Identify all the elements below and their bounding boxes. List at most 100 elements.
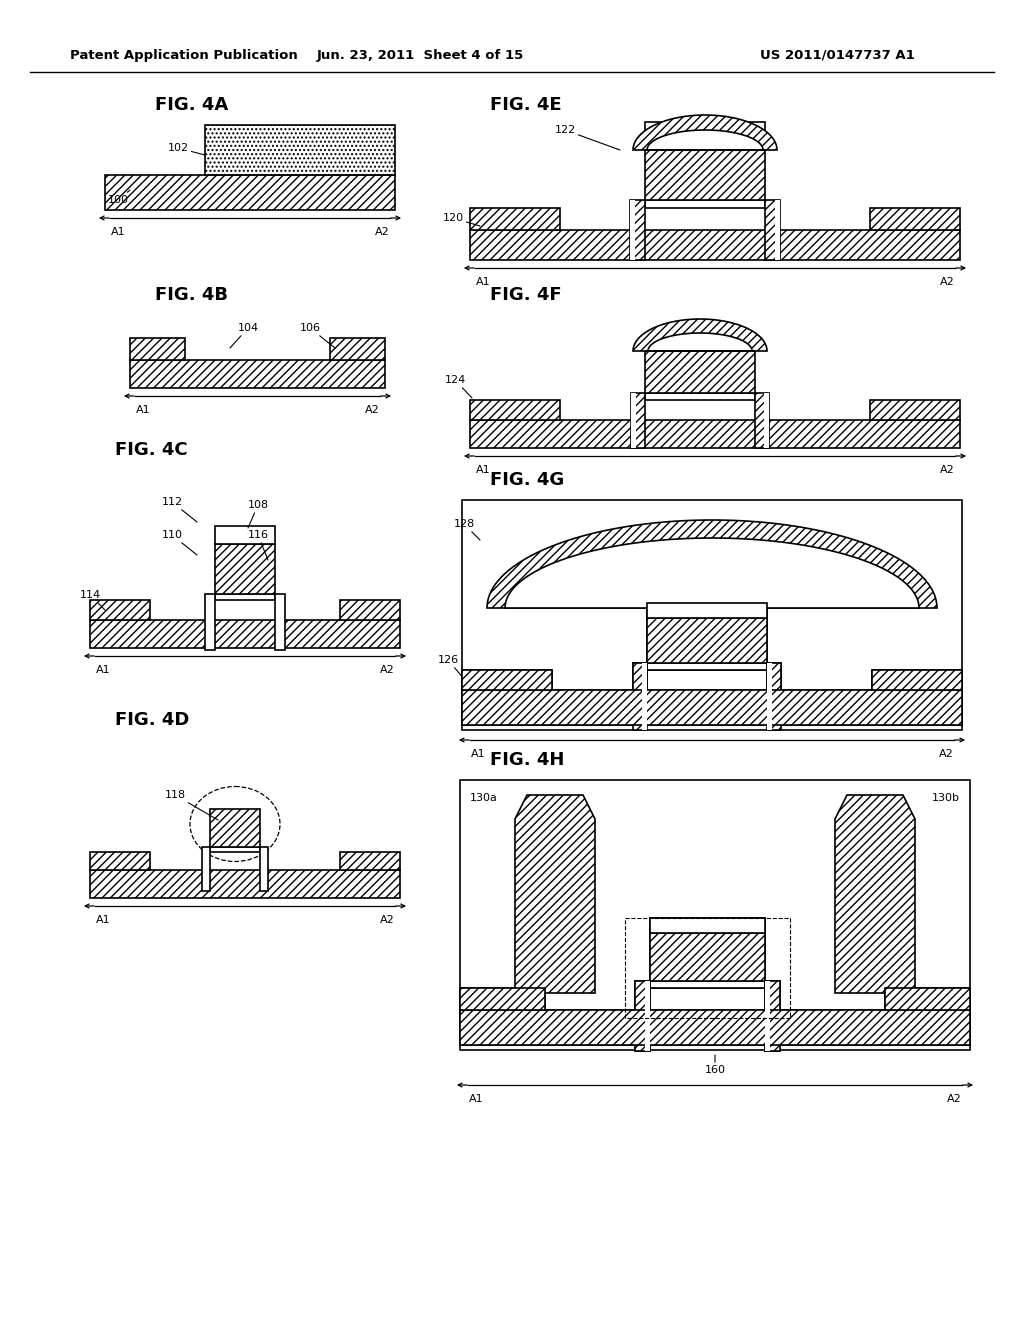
Text: 160: 160 [705, 1055, 725, 1074]
Bar [631, 393, 636, 447]
Text: FIG. 4E: FIG. 4E [490, 96, 561, 114]
Bar [460, 987, 545, 1010]
Bar [215, 594, 275, 601]
Bar [90, 601, 150, 620]
Polygon shape [645, 333, 755, 351]
Text: A1: A1 [136, 405, 151, 414]
Text: A2: A2 [946, 1094, 962, 1104]
Bar [202, 847, 210, 891]
Text: A2: A2 [365, 405, 379, 414]
Text: 100: 100 [108, 190, 130, 205]
Polygon shape [505, 539, 919, 609]
Bar [210, 809, 260, 847]
Bar [90, 870, 400, 898]
Bar [645, 981, 650, 1051]
Bar [462, 690, 962, 725]
Bar [650, 933, 765, 981]
Text: A2: A2 [940, 277, 954, 286]
Bar [765, 981, 780, 1051]
Text: FIG. 4C: FIG. 4C [115, 441, 187, 459]
Bar [635, 981, 650, 1051]
Text: 106: 106 [299, 323, 335, 348]
Text: A1: A1 [469, 1094, 483, 1104]
Text: FIG. 4B: FIG. 4B [155, 286, 228, 304]
Text: A1: A1 [471, 748, 485, 759]
Bar [647, 603, 767, 618]
Bar [462, 671, 552, 690]
Bar [130, 360, 385, 388]
Bar [647, 663, 767, 671]
Bar [647, 618, 767, 663]
Bar [765, 201, 780, 260]
Text: FIG. 4G: FIG. 4G [490, 471, 564, 488]
Bar [765, 981, 780, 1051]
Bar [210, 847, 260, 851]
Text: FIG. 4F: FIG. 4F [490, 286, 561, 304]
Bar [330, 338, 385, 360]
Text: FIG. 4A: FIG. 4A [155, 96, 228, 114]
Bar [872, 671, 962, 690]
Text: 118: 118 [165, 789, 218, 820]
Bar [765, 981, 770, 1051]
Bar [470, 420, 961, 447]
Text: US 2011/0147737 A1: US 2011/0147737 A1 [760, 49, 914, 62]
Text: A1: A1 [111, 227, 125, 238]
Bar [630, 201, 635, 260]
Text: 124: 124 [444, 375, 472, 399]
Bar [90, 851, 150, 870]
Bar [130, 338, 185, 360]
Text: 130a: 130a [470, 793, 498, 803]
Bar [642, 663, 647, 730]
Text: FIG. 4H: FIG. 4H [490, 751, 564, 770]
Polygon shape [645, 129, 765, 150]
Text: Jun. 23, 2011  Sheet 4 of 15: Jun. 23, 2011 Sheet 4 of 15 [316, 49, 523, 62]
Bar [105, 176, 395, 210]
Bar [645, 393, 755, 400]
Bar [645, 150, 765, 201]
Bar [260, 847, 268, 891]
Bar [650, 981, 765, 987]
Text: A1: A1 [95, 915, 111, 925]
Bar [460, 987, 545, 1010]
Bar [205, 125, 395, 176]
Bar [885, 987, 970, 1010]
Text: 110: 110 [162, 531, 197, 554]
Bar [870, 400, 961, 420]
Polygon shape [835, 795, 915, 993]
Bar [205, 594, 215, 649]
Bar [645, 351, 755, 393]
Bar [215, 544, 275, 594]
Bar [647, 663, 767, 671]
Text: 114: 114 [80, 590, 105, 610]
Bar [462, 500, 962, 730]
Bar [767, 663, 781, 723]
Bar [647, 618, 767, 663]
Bar [633, 663, 647, 730]
Text: 108: 108 [248, 500, 268, 528]
Bar [633, 663, 638, 723]
Bar [767, 663, 772, 730]
Bar [460, 1010, 970, 1045]
Polygon shape [515, 795, 595, 993]
Bar [647, 603, 767, 618]
Bar [340, 851, 400, 870]
Bar [631, 393, 645, 447]
Text: 102: 102 [168, 143, 205, 154]
Bar [215, 525, 275, 544]
Text: 128: 128 [454, 519, 480, 540]
Bar [460, 1010, 970, 1045]
Text: Patent Application Publication: Patent Application Publication [70, 49, 298, 62]
Bar [470, 230, 961, 260]
Bar [767, 663, 781, 730]
Text: A2: A2 [380, 665, 394, 675]
Text: 104: 104 [230, 323, 259, 348]
Bar [650, 981, 765, 987]
Bar [90, 620, 400, 648]
Bar [460, 780, 970, 1049]
Bar [470, 209, 560, 230]
Text: A2: A2 [939, 748, 953, 759]
Bar [470, 400, 560, 420]
Bar [650, 917, 765, 933]
Text: 116: 116 [248, 531, 268, 560]
Bar [625, 917, 790, 1018]
